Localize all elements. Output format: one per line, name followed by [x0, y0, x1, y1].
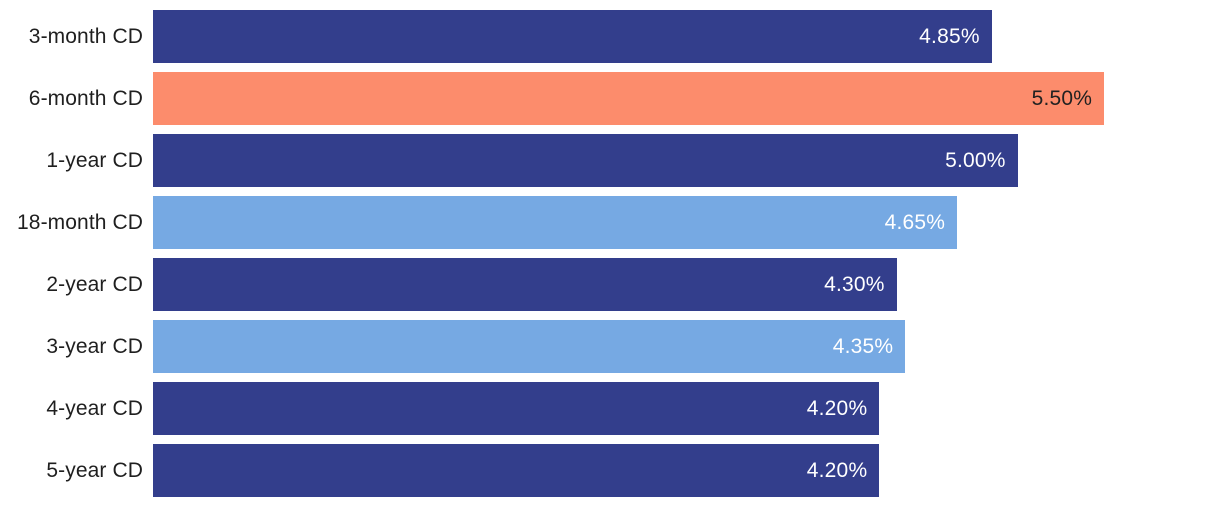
bar-track: 4.20% — [153, 444, 1220, 497]
value-label: 4.30% — [824, 272, 885, 296]
value-label: 5.00% — [945, 148, 1006, 172]
category-label: 1-year CD — [46, 148, 143, 172]
bar-track: 5.50% — [153, 72, 1220, 125]
bar-row: 4-year CD 4.20% — [0, 382, 1220, 435]
value-label: 4.20% — [806, 458, 868, 482]
category-label: 18-month CD — [17, 210, 143, 234]
bar: 4.30% — [153, 258, 897, 311]
bar: 4.20% — [153, 382, 880, 435]
bar-row: 5-year CD 4.20% — [0, 444, 1220, 497]
bar-row: 3-month CD 4.85% — [0, 10, 1220, 63]
bar: 4.20% — [153, 444, 880, 497]
bar-track: 4.35% — [153, 320, 1220, 373]
bar-row: 3-year CD 4.35% — [0, 320, 1220, 373]
value-label: 4.20% — [806, 396, 868, 420]
bar: 4.65% — [153, 196, 958, 249]
bar: 5.00% — [153, 134, 1018, 187]
bar-row: 6-month CD 5.50% — [0, 72, 1220, 125]
bar-row: 18-month CD 4.65% — [0, 196, 1220, 249]
bar-track: 4.65% — [153, 196, 1220, 249]
bar-track: 4.85% — [153, 10, 1220, 63]
bar-track: 4.20% — [153, 382, 1220, 435]
category-label: 3-month CD — [28, 24, 143, 48]
bar-track: 4.30% — [153, 258, 1220, 311]
bar-row: 1-year CD 5.00% — [0, 134, 1220, 187]
category-label: 2-year CD — [46, 272, 143, 296]
category-label: 3-year CD — [46, 334, 143, 358]
bar-track: 5.00% — [153, 134, 1220, 187]
bar-highlighted: 5.50% — [153, 72, 1105, 125]
value-label: 5.50% — [1031, 86, 1093, 110]
bar: 4.85% — [153, 10, 992, 63]
value-label: 4.85% — [919, 24, 980, 48]
value-label: 4.65% — [884, 210, 946, 234]
bar-row: 2-year CD 4.30% — [0, 258, 1220, 311]
category-label: 5-year CD — [46, 458, 143, 482]
category-label: 6-month CD — [28, 86, 143, 110]
bar: 4.35% — [153, 320, 906, 373]
category-label: 4-year CD — [46, 396, 143, 420]
value-label: 4.35% — [832, 334, 894, 358]
